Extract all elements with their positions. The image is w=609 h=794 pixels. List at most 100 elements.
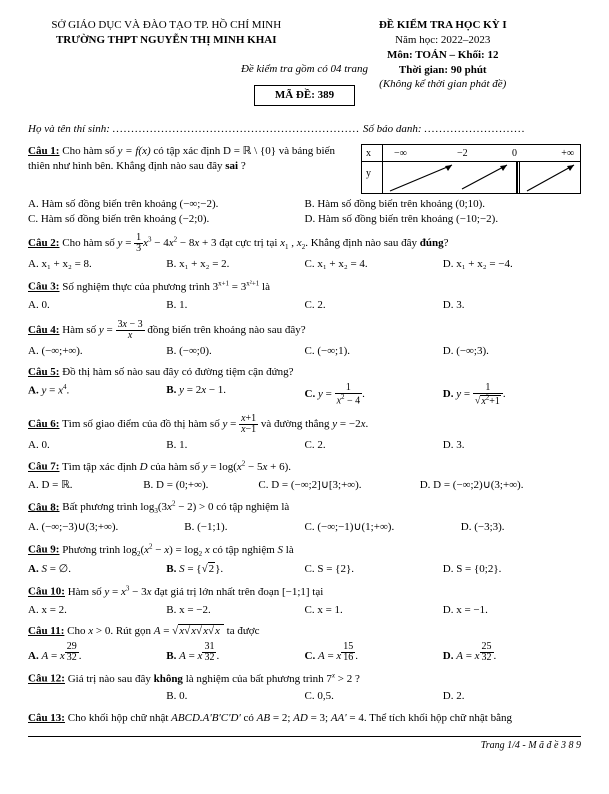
q12-text: Giá trị nào sau đây không là nghiệm của … xyxy=(68,673,360,685)
q7-label: Câu 7: xyxy=(28,461,59,473)
q4-a: A. (−∞;+∞). xyxy=(28,344,166,359)
q8-b: B. (−1;1). xyxy=(184,520,304,535)
q8-d: D. (−3;3). xyxy=(461,520,581,535)
q9-d: D. S = {0;2}. xyxy=(443,562,581,577)
q1-t0: Cho hàm số xyxy=(62,145,117,157)
school: TRƯỜNG THPT NGUYỄN THỊ MINH KHAI xyxy=(28,33,305,48)
question-8: Câu 8: Bất phương trình log3(3x2 − 2) > … xyxy=(28,500,581,535)
q7-d: D. D = (−∞;2)∪(3;+∞). xyxy=(420,478,581,493)
q3-a: A. 0. xyxy=(28,298,166,313)
footer-line xyxy=(28,736,581,737)
q12-c: C. 0,5. xyxy=(305,689,443,704)
q6-text: Tìm số giao điểm của đồ thị hàm số y = x… xyxy=(62,418,368,430)
q10-label: Câu 10: xyxy=(28,586,65,598)
q12-d: D. 2. xyxy=(443,689,581,704)
g-v1: −2 xyxy=(457,147,468,161)
q5-a: A. y = x4. xyxy=(28,383,166,406)
q5-b: B. y = 2x − 1. xyxy=(166,383,304,406)
q9-c: C. S = {2}. xyxy=(305,562,443,577)
q2-a: A. x₁ + x₂ = 8. xyxy=(28,257,166,272)
question-9: Câu 9: Phương trình log2(x2 − x) = log2 … xyxy=(28,542,581,577)
question-1: Câu 1: Cho hàm số y = f(x) có tập xác đị… xyxy=(28,144,581,227)
g-x: x xyxy=(366,147,371,161)
question-4: Câu 4: Hàm số y = 3x − 3x đồng biến trên… xyxy=(28,320,581,359)
g-v3: +∞ xyxy=(561,147,574,161)
q4-c: C. (−∞;1). xyxy=(305,344,443,359)
q3-b: B. 1. xyxy=(166,298,304,313)
q1-t6: ? xyxy=(241,160,246,172)
q9-text: Phương trình log2(x2 − x) = log2 x có tậ… xyxy=(62,544,294,556)
question-11: Câu 11: Cho x > 0. Rút gọn A = √x√x√x√x … xyxy=(28,624,581,663)
q11-c: C. A = x1516. xyxy=(305,642,443,664)
q1-a: A. Hàm số đồng biến trên khoảng (−∞;−2). xyxy=(28,197,305,212)
footer: Trang 1/4 - M ã đ ề 3 8 9 xyxy=(28,739,581,753)
question-13: Câu 13: Cho khối hộp chữ nhật ABCD.A'B'C… xyxy=(28,711,581,726)
question-12: Câu 12: Giá trị nào sau đây không là ngh… xyxy=(28,671,581,704)
q10-b: B. x = −2. xyxy=(166,603,304,618)
q5-c: C. y = 1x2 − 4. xyxy=(305,383,443,406)
g-v0: −∞ xyxy=(394,147,407,161)
q8-c: C. (−∞;−1)∪(1;+∞). xyxy=(305,520,461,535)
g-y: y xyxy=(366,167,371,181)
q1-c: C. Hàm số đồng biến trên khoảng (−2;0). xyxy=(28,212,305,227)
q1-b: B. Hàm số đồng biến trên khoảng (0;10). xyxy=(305,197,582,212)
question-2: Câu 2: Cho hàm số y = 13x3 − 4x2 − 8x + … xyxy=(28,233,581,272)
year: Năm học: 2022–2023 xyxy=(305,33,582,48)
q11-a: A. A = x2932. xyxy=(28,642,166,664)
pages: Đề kiểm tra gồm có 04 trang xyxy=(28,62,581,77)
q7-text: Tìm tập xác định D của hàm số y = log(x2… xyxy=(62,461,291,473)
q6-c: C. 2. xyxy=(305,438,443,453)
q1-t2: có tập xác định xyxy=(153,145,223,157)
q7-a: A. D = ℝ. xyxy=(28,478,143,493)
q2-text: Cho hàm số y = 13x3 − 4x2 − 8x + 3 đạt c… xyxy=(62,237,448,249)
code-wrap: MÃ ĐỀ: 389 xyxy=(28,81,581,106)
exam-title: ĐỀ KIỂM TRA HỌC KỲ I xyxy=(305,18,582,33)
q9-label: Câu 9: xyxy=(28,544,59,556)
q4-text: Hàm số y = 3x − 3x đồng biến trên khoảng… xyxy=(62,324,305,336)
q10-a: A. x = 2. xyxy=(28,603,166,618)
q2-d: D. x₁ + x₂ = −4. xyxy=(443,257,581,272)
q11-text: Cho x > 0. Rút gọn A = √x√x√x√x ta được xyxy=(67,624,259,637)
q6-b: B. 1. xyxy=(166,438,304,453)
q4-d: D. (−∞;3). xyxy=(443,344,581,359)
q7-b: B. D = (0;+∞). xyxy=(143,478,258,493)
q2-b: B. x₁ + x₂ = 2. xyxy=(166,257,304,272)
q5-label: Câu 5: xyxy=(28,366,59,378)
q1-t1: y = f(x) xyxy=(118,145,151,157)
q13-label: Câu 13: xyxy=(28,712,65,724)
variation-table: x y −∞ −2 0 +∞ xyxy=(361,144,581,194)
id-label: Số báo danh: xyxy=(363,123,422,135)
q4-label: Câu 4: xyxy=(28,324,59,336)
subject: Môn: TOÁN – Khối: 12 xyxy=(305,48,582,63)
q10-c: C. x = 1. xyxy=(305,603,443,618)
q3-text: Số nghiệm thực của phương trình 3x+1 = 3… xyxy=(62,281,270,293)
candidate-line: Họ và tên thí sinh: ....................… xyxy=(28,122,581,137)
q10-text: Hàm số y = x3 − 3x đạt giá trị lớn nhất … xyxy=(68,586,324,598)
q12-b: B. 0. xyxy=(166,689,304,704)
q8-text: Bất phương trình log3(3x2 − 2) > 0 có tậ… xyxy=(62,501,289,513)
q1-t3: D = ℝ \ {0} xyxy=(223,145,276,157)
q8-a: A. (−∞;−3)∪(3;+∞). xyxy=(28,520,184,535)
q3-c: C. 2. xyxy=(305,298,443,313)
q9-a: A. S = ∅. xyxy=(28,562,166,577)
question-5: Câu 5: Đồ thị hàm số nào sau đây có đườn… xyxy=(28,365,581,406)
q6-label: Câu 6: xyxy=(28,418,59,430)
q2-c: C. x₁ + x₂ = 4. xyxy=(305,257,443,272)
exam-code: MÃ ĐỀ: 389 xyxy=(254,85,355,106)
q5-d: D. y = 1√x2+1. xyxy=(443,383,581,406)
q7-c: C. D = (−∞;2]∪[3;+∞). xyxy=(258,478,419,493)
q3-d: D. 3. xyxy=(443,298,581,313)
q6-d: D. 3. xyxy=(443,438,581,453)
q11-b: B. A = x3132. xyxy=(166,642,304,664)
question-6: Câu 6: Tìm số giao điểm của đồ thị hàm s… xyxy=(28,414,581,453)
q9-b: B. S = {√2}. xyxy=(166,562,304,577)
question-10: Câu 10: Hàm số y = x3 − 3x đạt giá trị l… xyxy=(28,584,581,617)
q11-label: Câu 11: xyxy=(28,625,64,637)
q13-text: Cho khối hộp chữ nhật ABCD.A'B'C'D' có A… xyxy=(68,712,512,724)
q1-t5: sai xyxy=(225,160,238,172)
q4-b: B. (−∞;0). xyxy=(166,344,304,359)
name-label: Họ và tên thí sinh: xyxy=(28,123,110,135)
q10-d: D. x = −1. xyxy=(443,603,581,618)
g-v2: 0 xyxy=(512,147,517,161)
q12-a xyxy=(28,689,166,704)
